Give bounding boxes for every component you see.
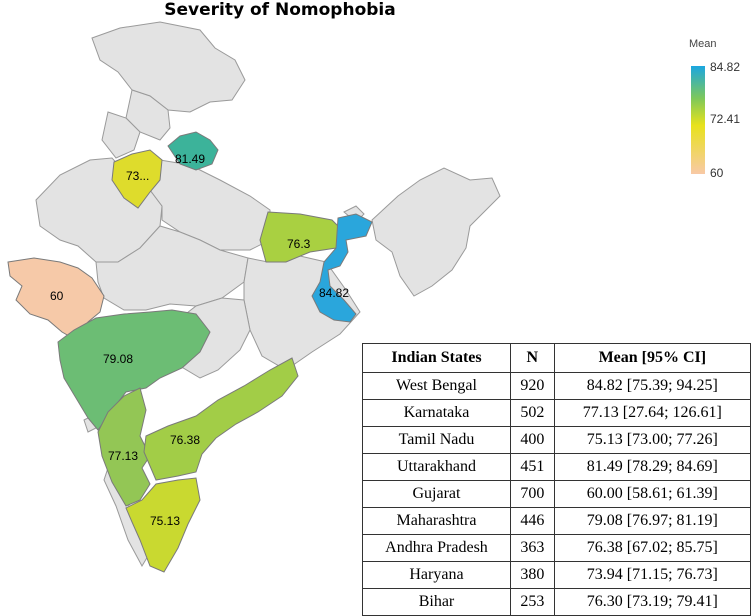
legend-gradient-bar [691, 66, 705, 174]
cell-mean: 76.30 [73.19; 79.41] [553, 588, 752, 616]
state-maharashtra [57, 309, 211, 431]
cell-n: 920 [509, 372, 555, 400]
label-west-bengal: 84.82 [319, 286, 349, 300]
cell-state: Gujarat [362, 480, 511, 508]
state-haryana [111, 149, 163, 209]
state-west-bengal [311, 213, 373, 323]
label-gujarat: 60 [50, 289, 64, 303]
header-mean: Mean [95% CI] [553, 343, 752, 373]
state-northeast [371, 167, 501, 297]
state-uttar-pradesh [149, 159, 271, 251]
cell-mean: 77.13 [27.64; 126.61] [553, 399, 752, 427]
chart-title: Severity of Nomophobia [164, 0, 396, 20]
cell-n: 502 [509, 399, 555, 427]
state-bihar [259, 211, 345, 263]
cell-mean: 60.00 [58.61; 61.39] [553, 480, 752, 508]
cell-n: 446 [509, 507, 555, 535]
label-karnataka: 77.13 [108, 449, 138, 463]
table-row: Maharashtra 446 79.08 [76.97; 81.19] [362, 507, 752, 535]
header-n: N [509, 343, 555, 373]
state-tamil-nadu [125, 477, 201, 573]
label-bihar: 76.3 [287, 237, 311, 251]
cell-mean: 81.49 [78.29; 84.69] [553, 453, 752, 481]
cell-state: Maharashtra [362, 507, 511, 535]
label-haryana: 73... [126, 169, 149, 183]
cell-n: 380 [509, 561, 555, 589]
cell-mean: 76.38 [67.02; 85.75] [553, 534, 752, 562]
state-jammu-kashmir [91, 21, 246, 113]
cell-mean: 75.13 [73.00; 77.26] [553, 426, 752, 454]
table-row: Haryana 380 73.94 [71.15; 76.73] [362, 561, 752, 589]
table-row: Bihar 253 76.30 [73.19; 79.41] [362, 588, 752, 616]
cell-state: Haryana [362, 561, 511, 589]
cell-n: 400 [509, 426, 555, 454]
color-legend: Mean 84.82 72.41 60 [685, 38, 755, 188]
legend-max-label: 84.82 [710, 60, 741, 74]
table-row: Andhra Pradesh 363 76.38 [67.02; 85.75] [362, 534, 752, 562]
cell-n: 363 [509, 534, 555, 562]
cell-state: Andhra Pradesh [362, 534, 511, 562]
cell-state: Tamil Nadu [362, 426, 511, 454]
cell-n: 700 [509, 480, 555, 508]
cell-n: 451 [509, 453, 555, 481]
table-row: West Bengal 920 84.82 [75.39; 94.25] [362, 372, 752, 400]
cell-state: Bihar [362, 588, 511, 616]
cell-mean: 73.94 [71.15; 76.73] [553, 561, 752, 589]
state-andhra-pradesh [143, 357, 299, 481]
state-karnataka [97, 387, 151, 507]
table-header-row: Indian States N Mean [95% CI] [362, 343, 752, 373]
cell-state: West Bengal [362, 372, 511, 400]
label-maharashtra: 79.08 [103, 352, 133, 366]
cell-n: 253 [509, 588, 555, 616]
table-row: Gujarat 700 60.00 [58.61; 61.39] [362, 480, 752, 508]
cell-state: Karnataka [362, 399, 511, 427]
label-tamil-nadu: 75.13 [150, 514, 180, 528]
state-punjab [101, 111, 141, 159]
label-uttarakhand: 81.49 [175, 152, 205, 166]
state-stats-table: Indian States N Mean [95% CI] West Benga… [362, 343, 752, 616]
state-uttarakhand [167, 131, 219, 171]
header-state: Indian States [362, 343, 511, 373]
legend-title: Mean [689, 38, 717, 50]
legend-mid-label: 72.41 [710, 112, 741, 126]
cell-state: Uttarakhand [362, 453, 511, 481]
legend-min-label: 60 [710, 166, 724, 180]
table-row: Tamil Nadu 400 75.13 [73.00; 77.26] [362, 426, 752, 454]
cell-mean: 84.82 [75.39; 94.25] [553, 372, 752, 400]
table-row: Karnataka 502 77.13 [27.64; 126.61] [362, 399, 752, 427]
cell-mean: 79.08 [76.97; 81.19] [553, 507, 752, 535]
table-row: Uttarakhand 451 81.49 [78.29; 84.69] [362, 453, 752, 481]
label-andhra-pradesh: 76.38 [170, 433, 200, 447]
